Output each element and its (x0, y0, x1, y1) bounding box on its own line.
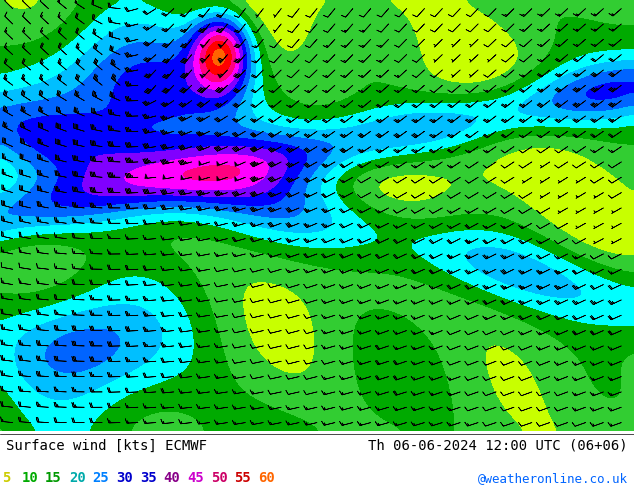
Text: 45: 45 (187, 471, 204, 485)
Text: 60: 60 (258, 471, 275, 485)
Text: 25: 25 (93, 471, 109, 485)
Text: 40: 40 (164, 471, 180, 485)
Text: Surface wind [kts] ECMWF: Surface wind [kts] ECMWF (6, 439, 207, 453)
Text: 10: 10 (22, 471, 38, 485)
Text: 15: 15 (45, 471, 62, 485)
Text: 20: 20 (69, 471, 86, 485)
Text: 50: 50 (210, 471, 228, 485)
Text: @weatheronline.co.uk: @weatheronline.co.uk (477, 472, 628, 485)
Text: 35: 35 (139, 471, 157, 485)
Text: 5: 5 (2, 471, 11, 485)
Text: 55: 55 (235, 471, 251, 485)
Text: Th 06-06-2024 12:00 UTC (06+06): Th 06-06-2024 12:00 UTC (06+06) (368, 439, 628, 453)
Text: 30: 30 (116, 471, 133, 485)
